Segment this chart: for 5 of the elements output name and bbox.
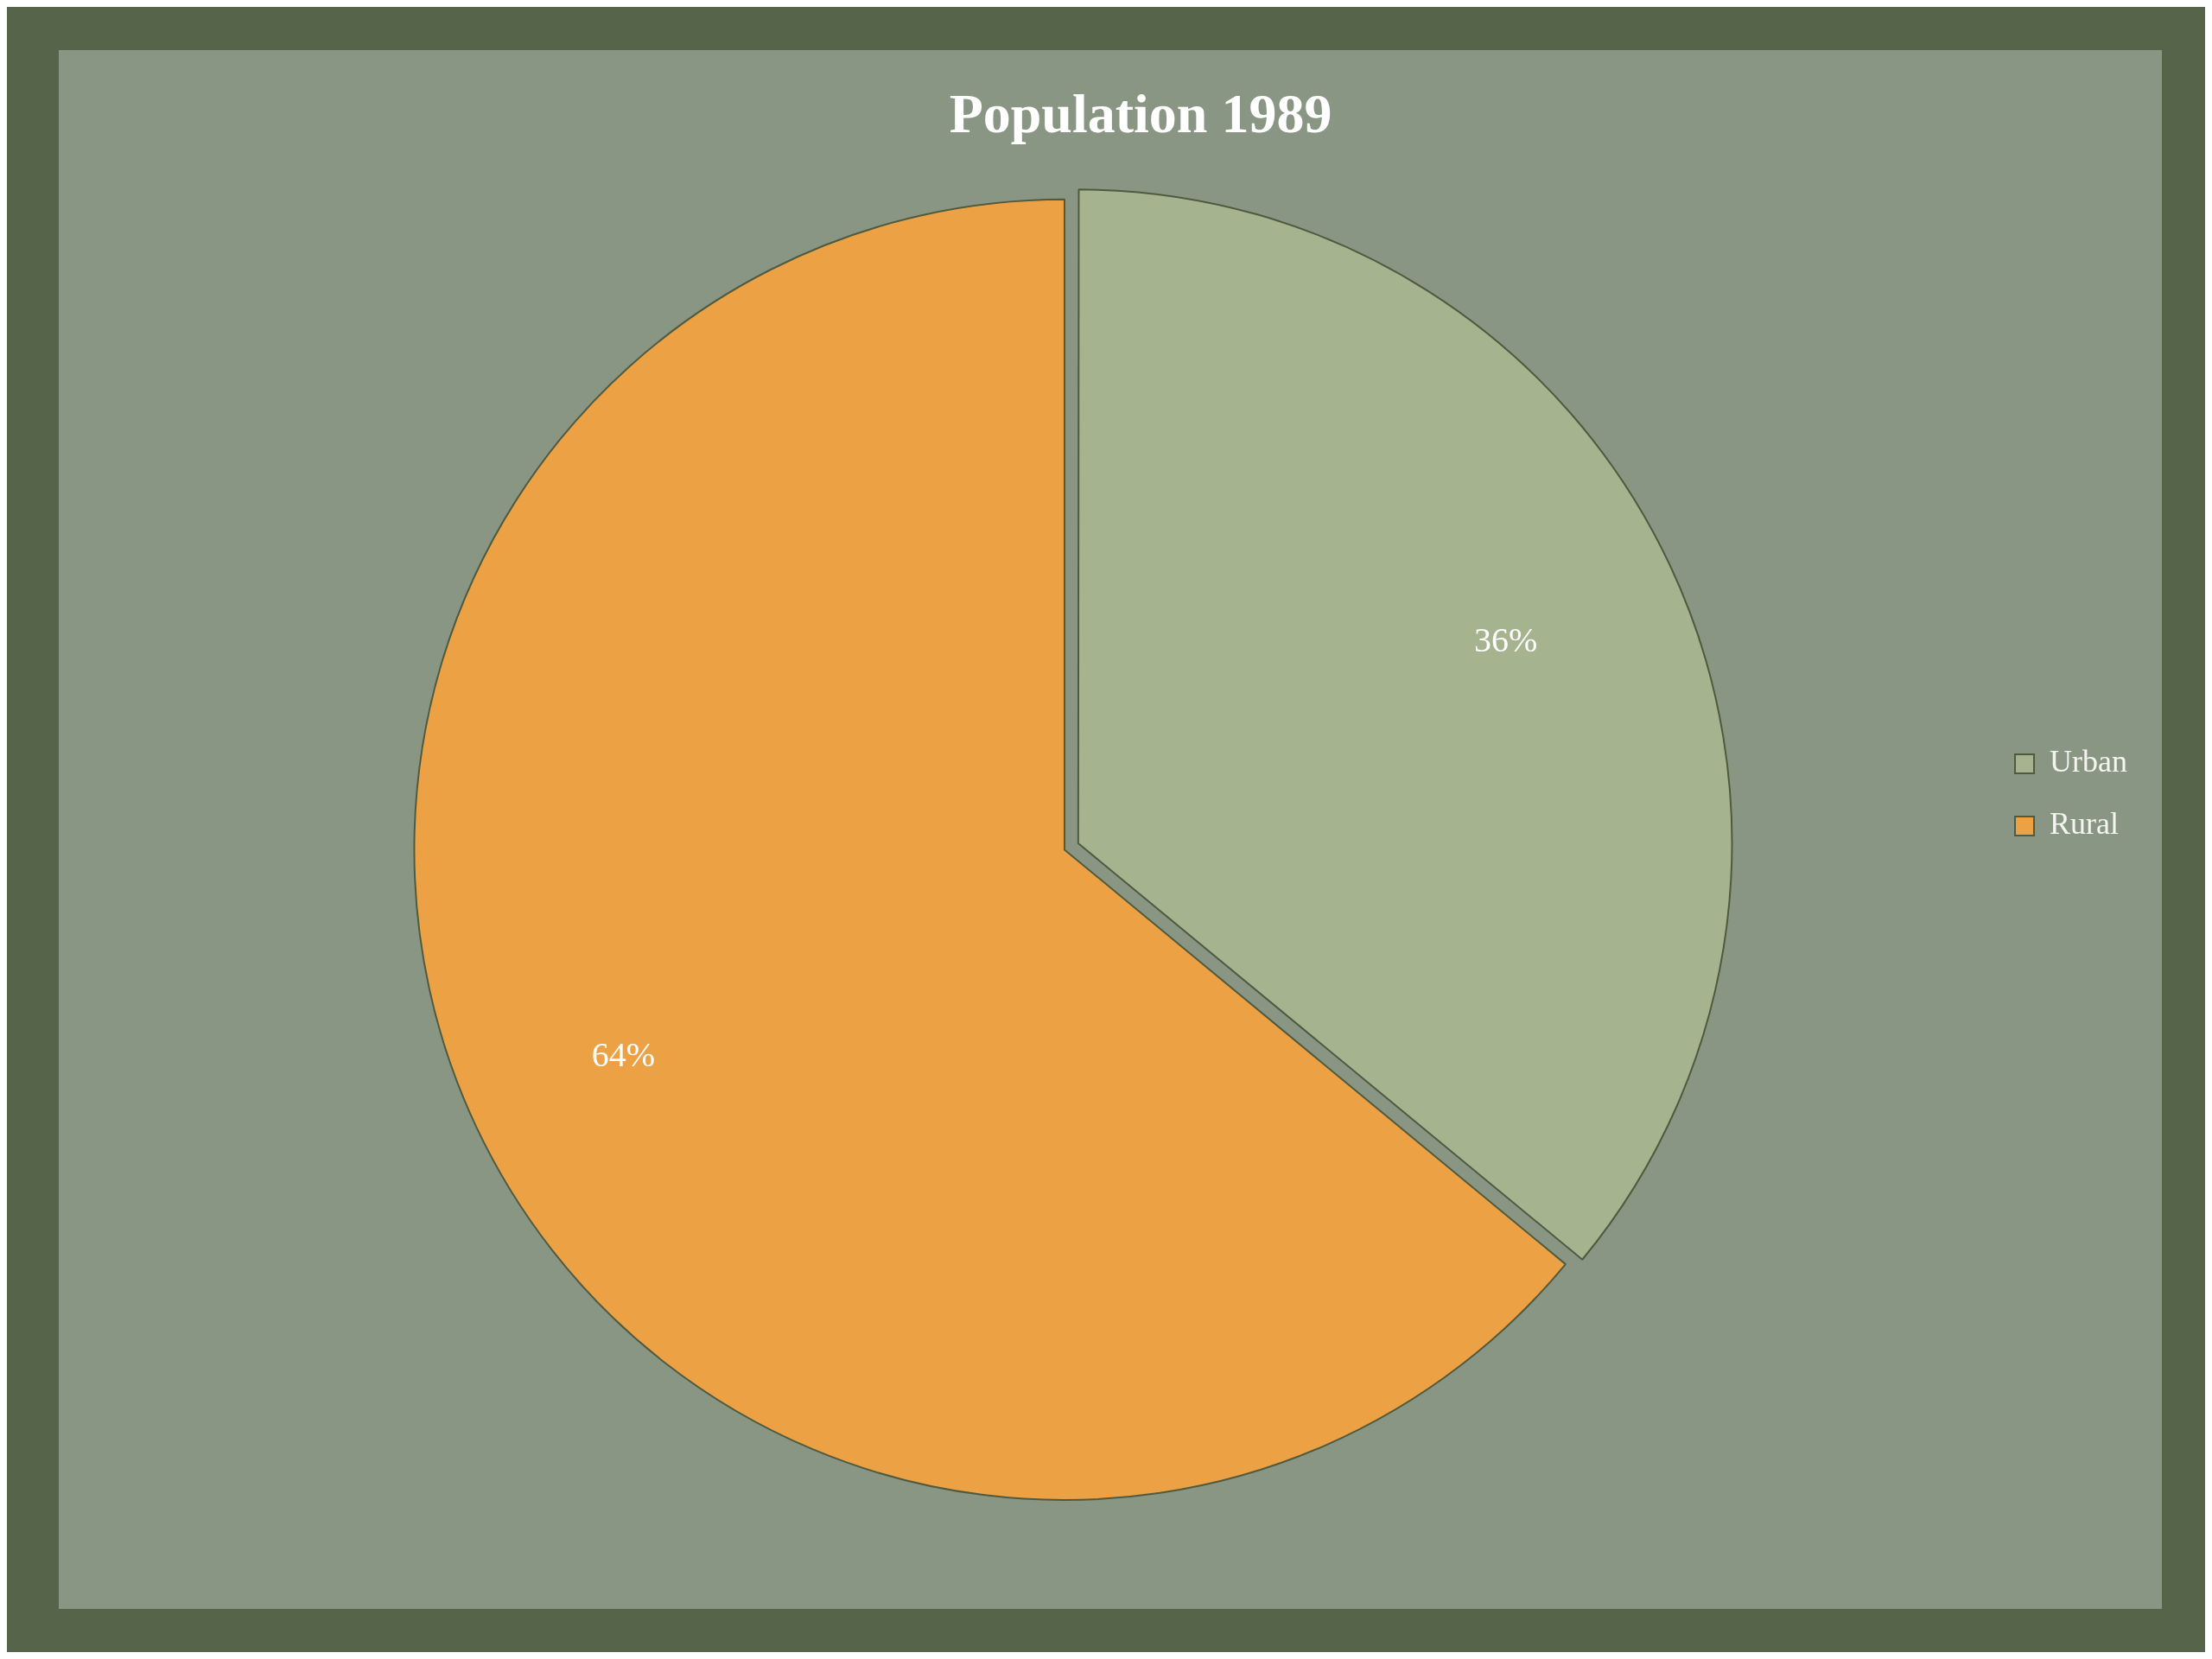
legend-label: Rural — [2050, 806, 2120, 842]
legend-label: Urban — [2050, 744, 2127, 779]
data-label: 36% — [1474, 620, 1538, 659]
chart-title: Population 1989 — [949, 82, 1332, 144]
data-label: 64% — [591, 1035, 655, 1075]
